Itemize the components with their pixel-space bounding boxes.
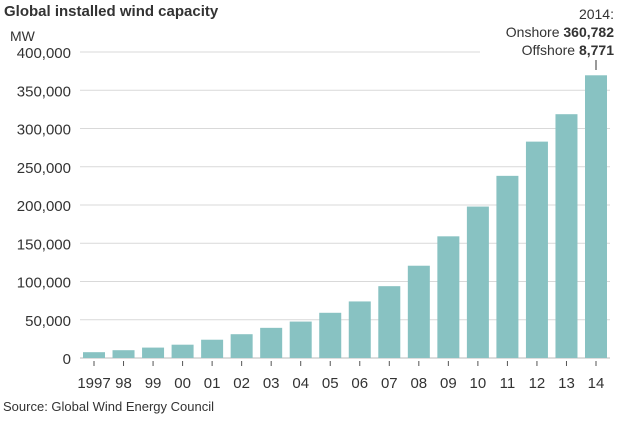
y-tick-label: 100,000	[17, 275, 71, 292]
annotation: 2014: Onshore 360,782 Offshore 8,771	[506, 6, 614, 70]
x-tick-label: 12	[529, 375, 546, 392]
bar-07	[378, 286, 401, 358]
y-tick-label: 350,000	[17, 83, 71, 100]
x-tick-label: 03	[263, 375, 280, 392]
annotation-offshore-label: Offshore	[522, 42, 576, 58]
x-tick-label: 11	[500, 375, 516, 392]
y-tick-label: 150,000	[17, 236, 71, 253]
annotation-onshore-label: Onshore	[506, 24, 560, 40]
bar-13	[555, 114, 578, 358]
x-tick-label: 08	[410, 375, 427, 392]
x-tick-label: 04	[292, 375, 309, 392]
y-tick-label: 200,000	[17, 198, 71, 215]
y-axis-label: MW	[10, 28, 36, 44]
y-tick-label: 250,000	[17, 160, 71, 177]
bar-99	[142, 347, 165, 358]
bar-11	[496, 175, 519, 358]
bar-98	[112, 350, 135, 358]
svg-text:Offshore 8,771: Offshore 8,771	[522, 42, 615, 58]
x-tick-label: 14	[588, 375, 605, 392]
y-tick-label: 50,000	[25, 313, 71, 330]
x-tick-label: 02	[233, 375, 250, 392]
bar-04	[289, 321, 312, 358]
bar-1997	[83, 352, 105, 358]
y-tick-label: 400,000	[17, 45, 71, 62]
x-tick-label: 98	[115, 375, 132, 392]
bar-06	[348, 301, 371, 358]
x-tick-label: 13	[558, 375, 575, 392]
bar-09	[437, 236, 460, 358]
bar-10	[466, 206, 489, 358]
x-tick-label: 06	[351, 375, 368, 392]
x-tick-label: 07	[381, 375, 398, 392]
bar-14	[585, 75, 607, 358]
bar-03	[260, 327, 283, 358]
x-tick-label: 00	[174, 375, 191, 392]
bar-08	[407, 265, 430, 358]
source-note: Source: Global Wind Energy Council	[3, 399, 214, 414]
x-tick-label: 10	[470, 375, 487, 392]
bar-02	[230, 334, 253, 358]
svg-text:Onshore 360,782: Onshore 360,782	[506, 24, 614, 40]
x-tick-label: 09	[440, 375, 457, 392]
annotation-onshore-value: 360,782	[563, 24, 614, 40]
y-tick-label: 300,000	[17, 122, 71, 139]
bar-00	[171, 344, 194, 358]
x-tick-label: 99	[145, 375, 162, 392]
bar-01	[201, 339, 224, 358]
chart-title: Global installed wind capacity	[4, 3, 219, 20]
y-tick-label: 0	[63, 351, 71, 368]
annotation-offshore-value: 8,771	[579, 42, 614, 58]
bar-05	[319, 312, 342, 358]
x-tick-label: 05	[322, 375, 339, 392]
x-tick-label: 1997	[77, 375, 110, 392]
bar-12	[525, 141, 548, 358]
x-tick-label: 01	[204, 375, 221, 392]
annotation-year: 2014:	[579, 6, 614, 22]
